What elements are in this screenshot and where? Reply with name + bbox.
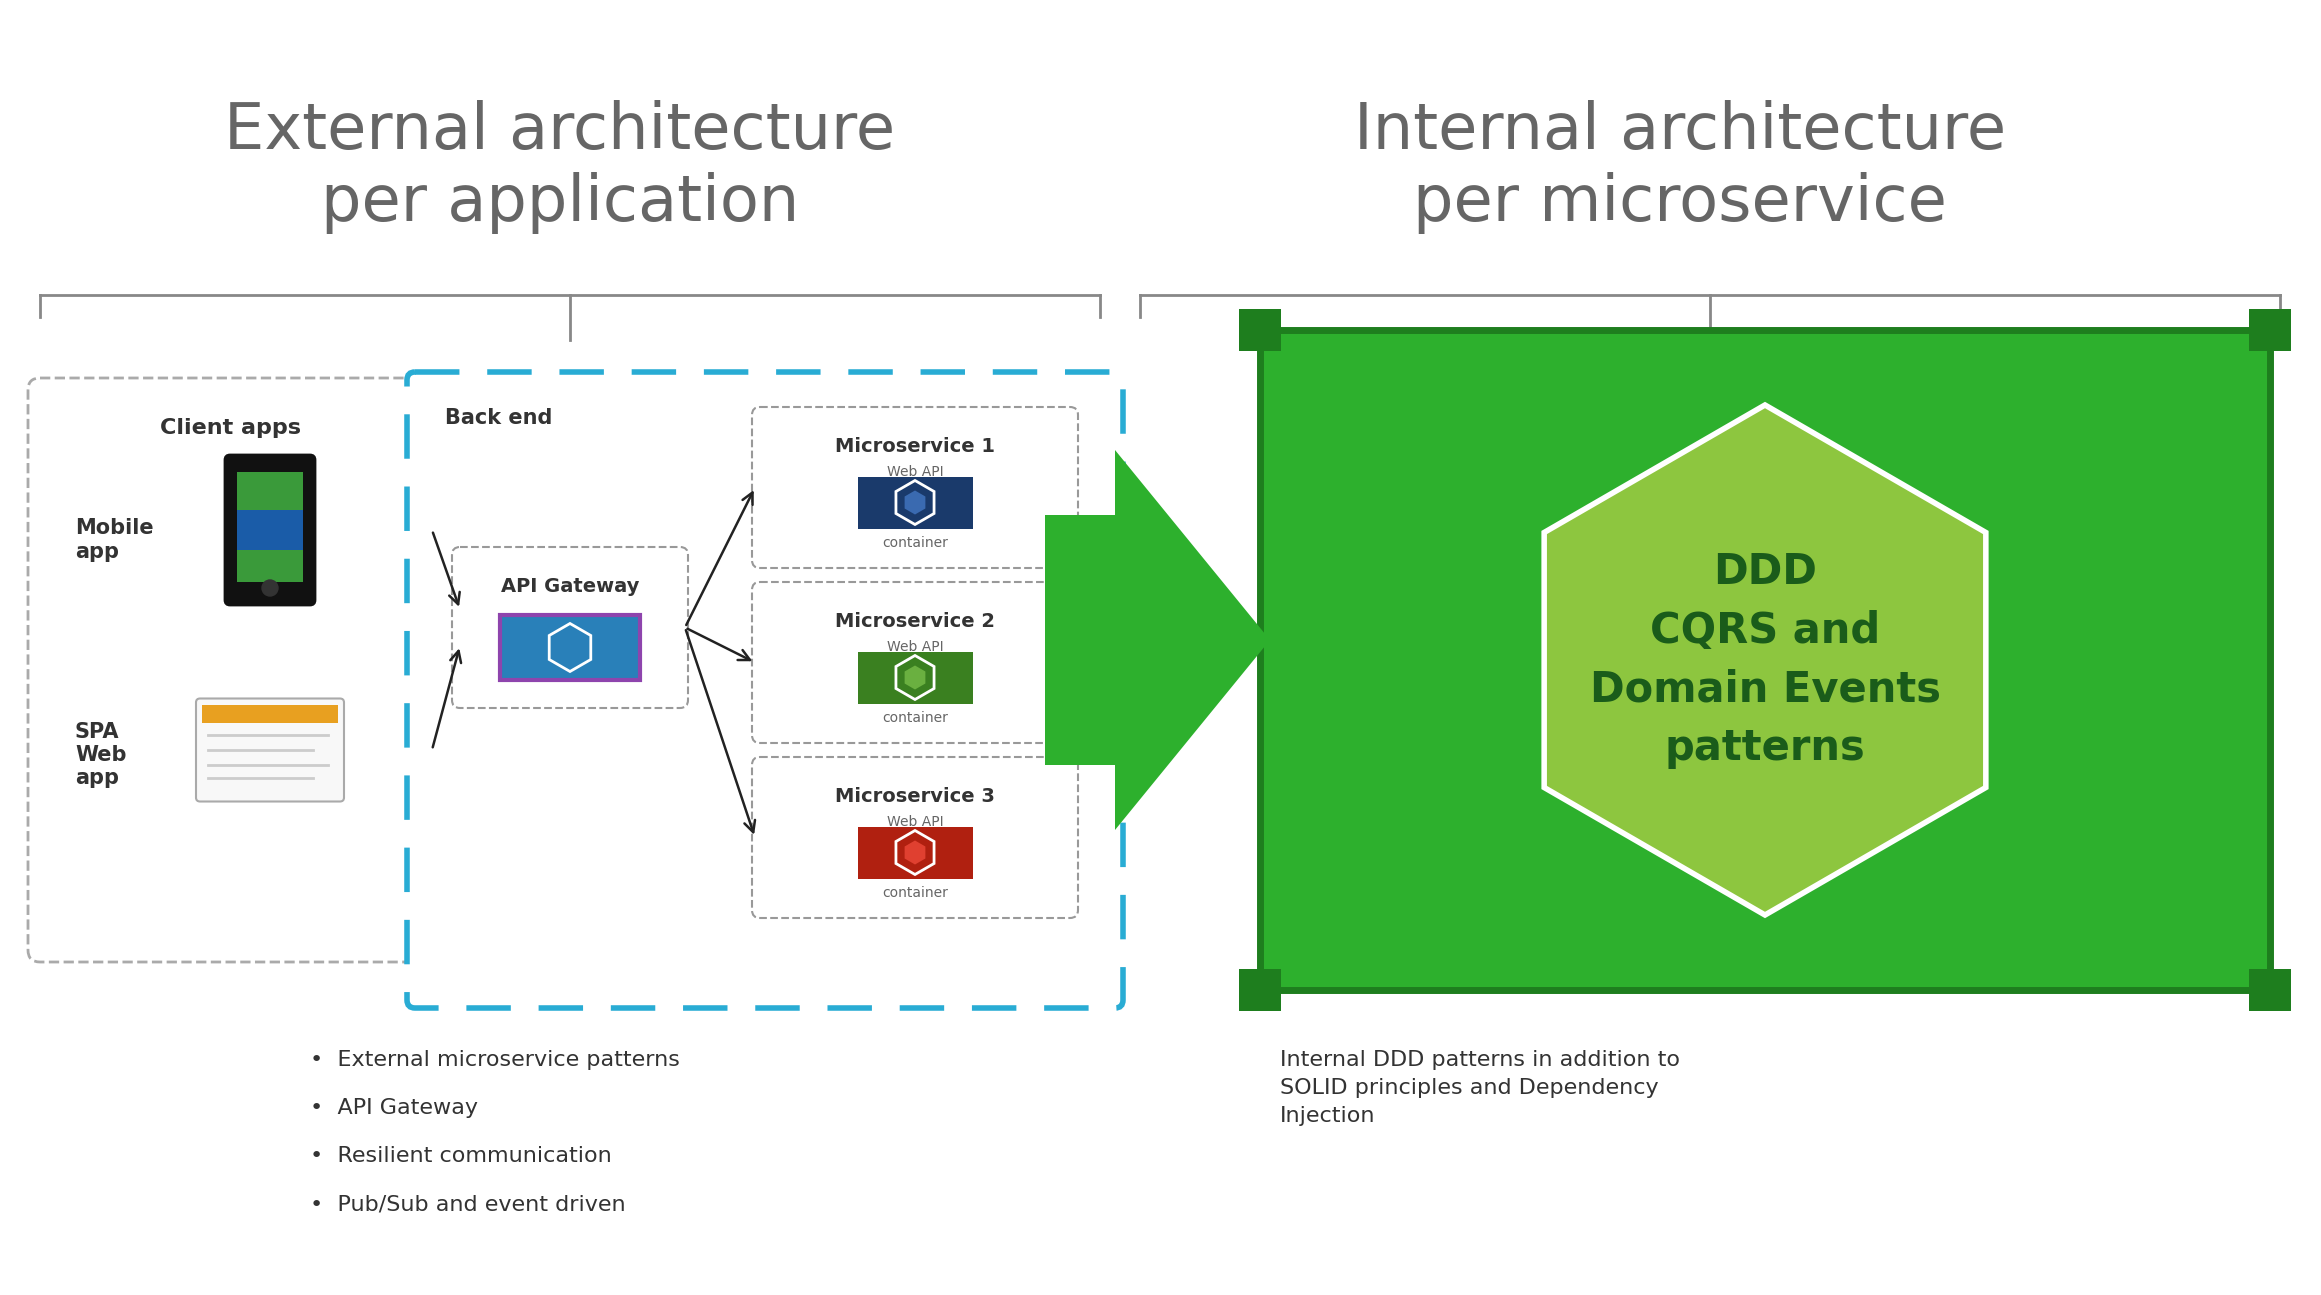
Text: API Gateway: API Gateway <box>501 578 638 596</box>
Circle shape <box>262 580 279 596</box>
Text: Web API: Web API <box>887 640 942 654</box>
Text: •  Resilient communication: • Resilient communication <box>311 1146 613 1166</box>
Bar <box>1260 330 2270 989</box>
Text: •  External microservice patterns: • External microservice patterns <box>311 1050 680 1070</box>
FancyBboxPatch shape <box>752 407 1077 569</box>
Text: container: container <box>882 711 947 725</box>
Polygon shape <box>896 655 933 699</box>
Text: container: container <box>882 536 947 550</box>
Text: Client apps: Client apps <box>160 418 299 438</box>
Text: SPA
Web
app: SPA Web app <box>74 721 128 789</box>
Text: container: container <box>882 886 947 900</box>
Polygon shape <box>1044 449 1270 830</box>
Polygon shape <box>896 830 933 874</box>
Polygon shape <box>905 491 926 514</box>
Bar <box>202 704 339 723</box>
Text: Microservice 2: Microservice 2 <box>836 613 996 631</box>
Text: DDD
CQRS and
Domain Events
patterns: DDD CQRS and Domain Events patterns <box>1590 552 1940 769</box>
FancyBboxPatch shape <box>453 546 687 708</box>
Polygon shape <box>905 840 926 865</box>
Polygon shape <box>896 480 933 524</box>
Text: Microservice 3: Microservice 3 <box>836 787 996 805</box>
Bar <box>1239 969 1281 1011</box>
Text: Microservice 1: Microservice 1 <box>836 436 996 456</box>
Bar <box>856 826 972 878</box>
Text: Mobile
app: Mobile app <box>74 518 153 562</box>
FancyBboxPatch shape <box>225 455 316 605</box>
Text: Internal DDD patterns in addition to
SOLID principles and Dependency
Injection: Internal DDD patterns in addition to SOL… <box>1279 1050 1680 1125</box>
Bar <box>856 477 972 528</box>
Text: Back end: Back end <box>446 408 552 429</box>
Text: •  API Gateway: • API Gateway <box>311 1098 478 1118</box>
Text: External architecture
per application: External architecture per application <box>225 100 896 234</box>
FancyBboxPatch shape <box>406 372 1123 1008</box>
FancyBboxPatch shape <box>752 758 1077 918</box>
Bar <box>499 615 641 680</box>
Text: •  Pub/Sub and event driven: • Pub/Sub and event driven <box>311 1194 627 1213</box>
Text: Web API: Web API <box>887 815 942 829</box>
Bar <box>237 510 304 550</box>
Bar <box>237 471 304 581</box>
Polygon shape <box>905 666 926 689</box>
Bar <box>1239 310 1281 351</box>
FancyBboxPatch shape <box>195 698 344 802</box>
FancyBboxPatch shape <box>28 378 432 962</box>
Text: Web API: Web API <box>887 465 942 479</box>
Bar <box>2249 310 2291 351</box>
Text: Internal architecture
per microservice: Internal architecture per microservice <box>1353 100 2005 234</box>
Bar <box>2249 969 2291 1011</box>
FancyBboxPatch shape <box>752 581 1077 743</box>
Polygon shape <box>1543 405 1987 916</box>
Bar <box>856 651 972 703</box>
